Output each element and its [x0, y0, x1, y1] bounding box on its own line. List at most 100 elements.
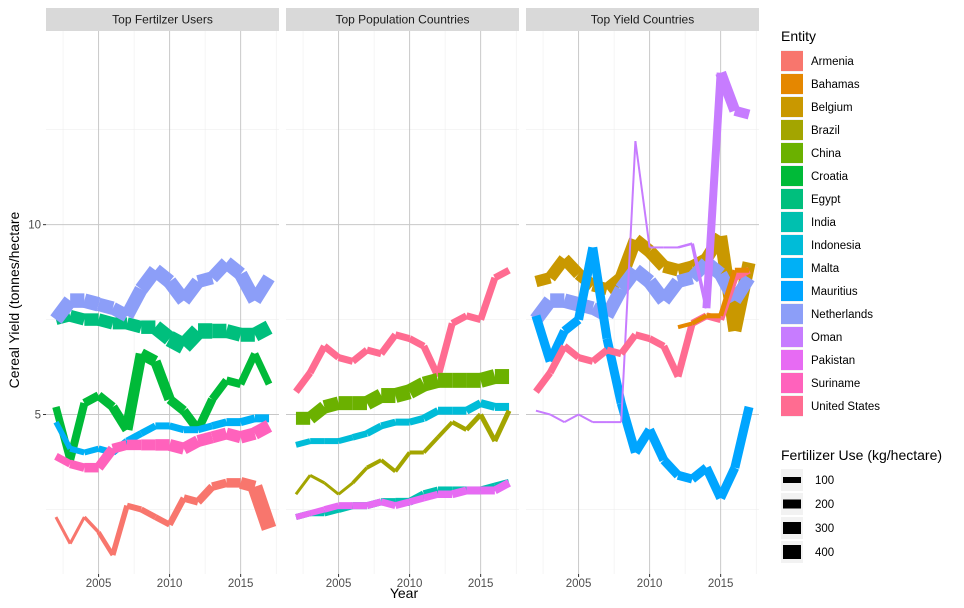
series-segment [295, 438, 311, 448]
legend-swatch [781, 235, 803, 255]
legend-item-egypt: Egypt [781, 188, 841, 210]
series-segment [53, 420, 73, 450]
series-segment [634, 140, 651, 248]
series-segment [492, 409, 512, 443]
series-segment [379, 458, 397, 474]
colour-legend-title: Entity [781, 28, 816, 44]
legend-item-armenia: Armenia [781, 50, 854, 72]
series-segment [195, 483, 216, 505]
series-segment [363, 389, 385, 410]
series-segment [251, 420, 273, 440]
facet-strip [46, 8, 279, 31]
series-segment [309, 506, 326, 517]
series-segment [366, 346, 383, 358]
series-segment [139, 422, 158, 437]
series-segment [207, 258, 232, 283]
series-segment [408, 414, 425, 426]
series-segment [492, 479, 511, 494]
series-segment [68, 516, 86, 545]
series-segment [322, 396, 341, 414]
series-segment [323, 502, 340, 513]
series-segment [718, 269, 738, 317]
series-segment [210, 427, 228, 444]
x-tick-label: 2010 [637, 578, 663, 590]
legend-swatch [781, 281, 803, 301]
series-segment [729, 274, 755, 305]
series-segment [450, 312, 469, 327]
legend-label: Brazil [811, 125, 840, 137]
series-segment [702, 72, 725, 309]
size-legend-label: 300 [815, 523, 834, 535]
series-segment [380, 498, 397, 510]
size-swatch [783, 545, 801, 559]
legend-swatch [781, 350, 803, 370]
size-legend-label: 200 [815, 499, 834, 511]
series-segment [166, 496, 187, 527]
series-segment [546, 329, 569, 364]
series-segment [645, 427, 668, 462]
facet-strip [286, 8, 519, 31]
legend-item-brazil: Brazil [781, 119, 840, 141]
legend-swatch [781, 166, 803, 186]
colour-legend-keys: Armenia Bahamas Belgium Brazil China Croatia E… [781, 50, 880, 417]
series-segment [96, 531, 115, 557]
series-segment [434, 322, 456, 378]
series-segment [54, 452, 72, 468]
size-legend-item-400: 400 [781, 541, 834, 563]
series-segment [478, 413, 498, 443]
series-segment [420, 344, 442, 379]
legend-swatch [781, 373, 803, 393]
series-segment [168, 439, 186, 455]
series-segment [631, 264, 654, 288]
series-segment [730, 405, 754, 469]
series-indonesia [295, 399, 510, 448]
legend-item-netherlands: Netherlands [781, 303, 873, 325]
series-segment [451, 420, 468, 432]
series-mauritius [531, 246, 754, 500]
legend-item-india: India [781, 211, 837, 233]
size-legend-item-100: 100 [781, 469, 834, 491]
chart-panels [46, 31, 759, 574]
legend: Entity Armenia Bahamas Belgium Brazil China C… [781, 28, 942, 563]
series-segment [323, 481, 340, 496]
series-segment [251, 320, 273, 342]
legend-item-malta: Malta [781, 257, 840, 279]
series-brazil [294, 409, 512, 496]
series-segment [691, 313, 708, 326]
series-segment [559, 254, 583, 279]
series-segment [95, 392, 116, 411]
legend-swatch [781, 304, 803, 324]
series-segment [578, 413, 594, 423]
series-segment [351, 430, 368, 441]
series-segment [251, 352, 273, 386]
series-segment [111, 440, 129, 454]
series-segment [380, 418, 397, 430]
series-segment [634, 331, 651, 342]
series-segment [350, 347, 370, 365]
legend-label: Croatia [811, 171, 849, 183]
series-segment [178, 277, 204, 305]
series-segment [139, 506, 157, 520]
y-tick-label: 10 [28, 220, 41, 232]
series-segment [477, 276, 499, 321]
series-segment [422, 486, 440, 499]
legend-item-croatia: Croatia [781, 165, 849, 187]
series-armenia [54, 477, 277, 557]
series-segment [337, 481, 354, 496]
series-segment [733, 105, 751, 120]
series-segment [94, 445, 117, 471]
series-segment [658, 277, 684, 305]
legend-item-mauritius: Mauritius [781, 280, 858, 302]
series-segment [603, 272, 626, 295]
series-segment [222, 257, 245, 280]
series-segment [337, 434, 354, 444]
series-segment [606, 346, 623, 358]
series-segment [562, 343, 581, 361]
series-segment [577, 354, 594, 365]
series-segment [306, 401, 329, 424]
series-segment [547, 344, 568, 375]
series-segment [394, 498, 411, 510]
legend-label: Malta [811, 263, 840, 275]
series-segment [125, 317, 143, 334]
